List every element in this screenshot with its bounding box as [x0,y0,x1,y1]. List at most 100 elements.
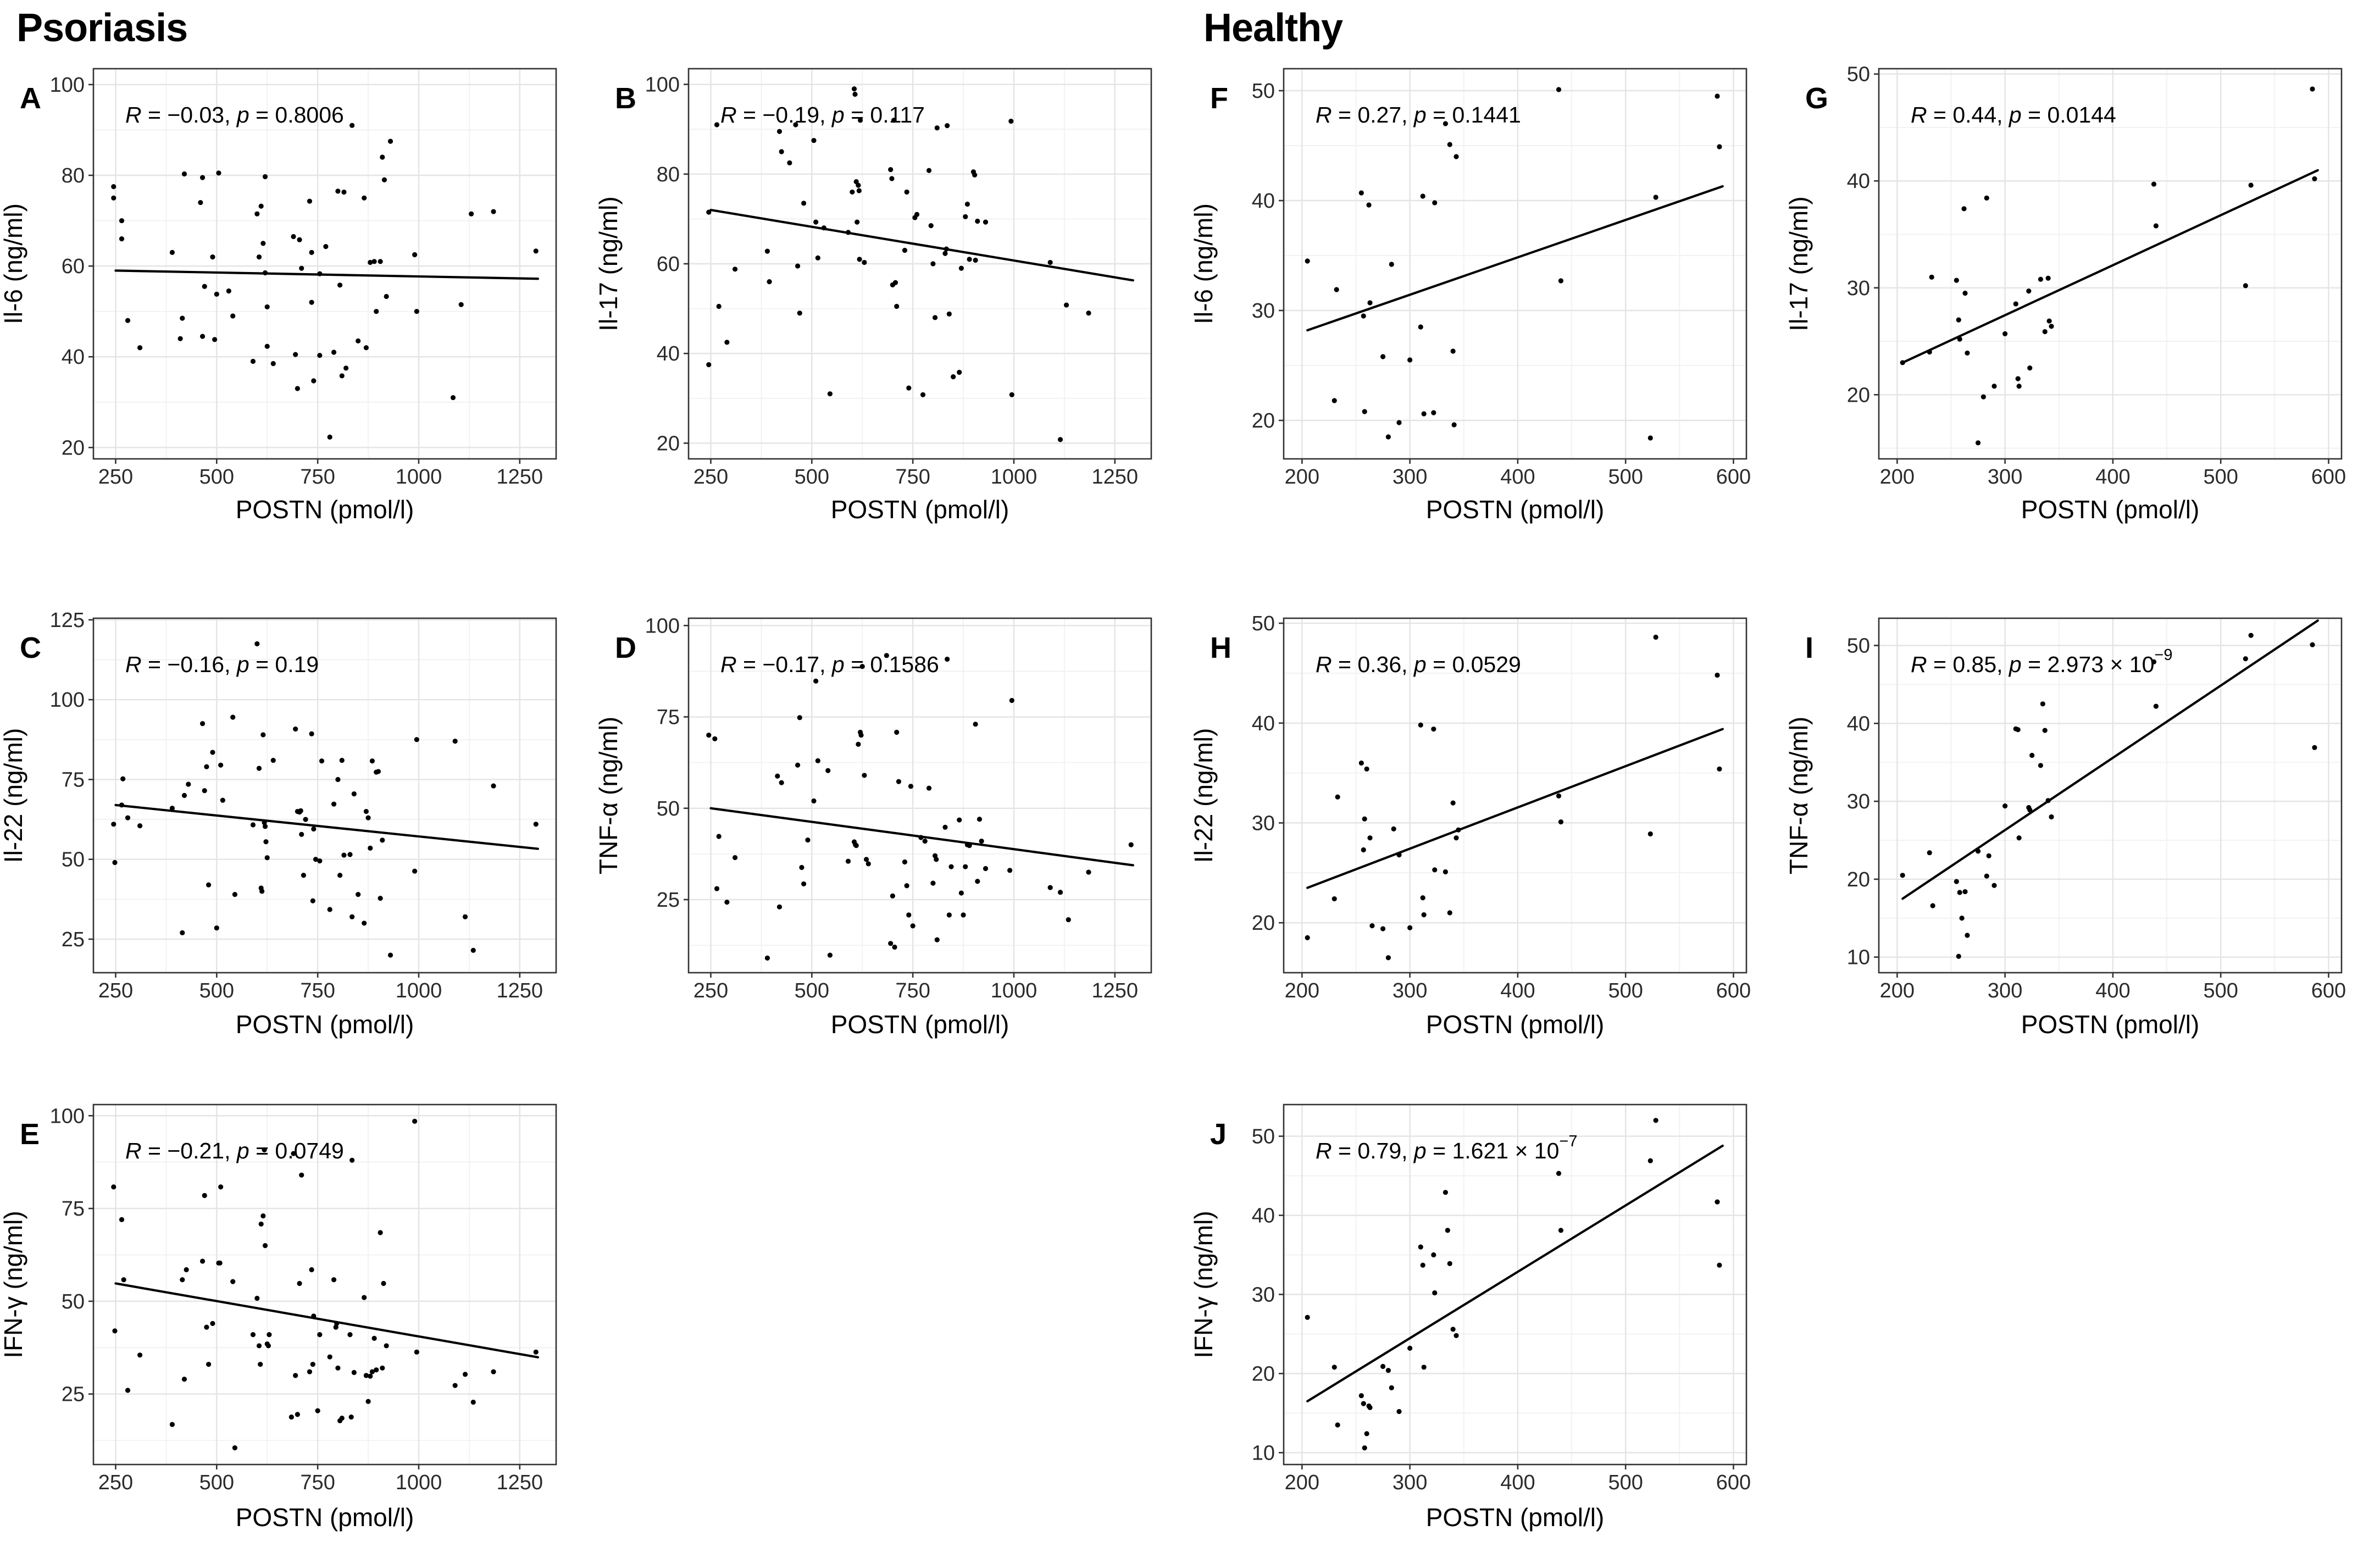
data-point [1647,435,1653,441]
data-point [945,656,950,662]
y-axis-title: Il-22 (ng/ml) [1190,728,1218,863]
data-point [1443,869,1449,875]
data-point [1965,933,1970,938]
data-point [378,1230,383,1235]
data-point [1927,850,1932,856]
panel-J-plot: 200 300 400 500 600 10 20 30 40 50 POSTN (pmol/l) I… [1189,1103,1751,1532]
data-point [934,937,940,942]
data-point [973,257,978,263]
data-point [2049,324,2054,329]
data-point [341,189,347,195]
data-point [313,857,319,862]
data-point [1447,142,1452,147]
data-point [307,1369,313,1374]
data-point [121,1277,126,1283]
data-point [365,1399,371,1404]
data-point [795,762,801,768]
y-tick-label: 40 [657,342,680,365]
data-point [813,219,819,225]
panel-A: 250 500 750 1000 1250 20 40 60 80 100 POSTN (pmol/… [0,47,595,596]
data-point [906,385,912,391]
data-point [262,1147,267,1152]
data-point [1653,634,1658,640]
data-point [363,808,369,814]
data-point [217,1260,223,1266]
data-point [119,1217,125,1222]
data-point [1450,348,1456,354]
data-point [2042,329,2048,335]
data-point [1954,278,1959,283]
data-point [299,831,304,837]
data-point [904,189,909,195]
data-point [210,1321,215,1327]
plot-border [1283,1103,1747,1466]
data-point [369,758,375,764]
data-point [863,857,869,862]
y-tick-label: 80 [62,164,85,187]
data-point [262,270,268,276]
data-point [309,731,314,736]
data-point [368,1373,373,1379]
data-point [2016,835,2022,841]
trend-line [1901,169,2319,364]
plot-border [92,617,557,974]
data-point [137,823,143,829]
group-title-healthy: Healthy [1203,6,1343,50]
data-point [180,315,185,321]
correlation-annotation: R = 0.85, p = 2.973 × 10−9 [1911,646,2172,677]
data-point [850,189,855,195]
data-point [317,1332,323,1338]
data-point [177,336,183,341]
plot-background [93,618,556,973]
x-tick-label: 750 [895,465,930,489]
data-point [891,118,897,123]
data-point [764,248,770,254]
y-tick-label: 25 [62,1383,85,1406]
panel-G-plot: 200 300 400 500 600 20 30 40 50 POSTN (pmol/l) Il-… [1784,63,2346,524]
data-point [1453,154,1459,159]
data-point [1358,190,1364,196]
plot-background [1879,69,2342,459]
data-point [258,1362,263,1367]
y-tick-label: 40 [1252,712,1275,735]
x-tick-label: 250 [694,465,728,489]
data-point [204,764,209,769]
data-point [732,855,738,861]
data-point [232,892,237,897]
y-tick-label: 50 [1252,80,1275,103]
y-tick-label: 50 [657,797,680,820]
data-point [712,736,718,742]
data-point [908,784,914,789]
data-point [1420,895,1425,901]
data-point [1954,879,1959,884]
data-point [349,914,355,919]
x-tick-label: 200 [1285,465,1319,489]
data-point [1647,831,1653,837]
plot-background [1284,69,1746,459]
panel-H: 200 300 400 500 600 20 30 40 50 POSTN (pmol/l) Il-… [1189,594,1785,1116]
data-point [2045,798,2051,803]
data-point [1385,434,1391,440]
data-point [856,741,861,747]
y-tick-label: 125 [50,609,85,632]
data-point [533,1349,539,1355]
data-point [317,353,323,358]
data-point [858,733,864,738]
data-point [347,852,353,857]
data-point [323,244,329,249]
data-point [260,241,266,246]
x-tick-label: 300 [1393,979,1427,1002]
data-point [1965,350,1970,356]
data-point [291,234,296,240]
data-point [1366,202,1372,208]
data-point [412,252,418,258]
y-tick-label: 100 [645,614,680,637]
data-point [362,1295,367,1300]
data-point [310,898,315,903]
x-tick-label: 300 [1393,465,1427,489]
data-point [348,1414,354,1420]
x-tick-label: 500 [1608,465,1643,489]
data-point [335,188,341,194]
x-tick-label: 750 [300,465,335,489]
data-point [914,212,920,217]
